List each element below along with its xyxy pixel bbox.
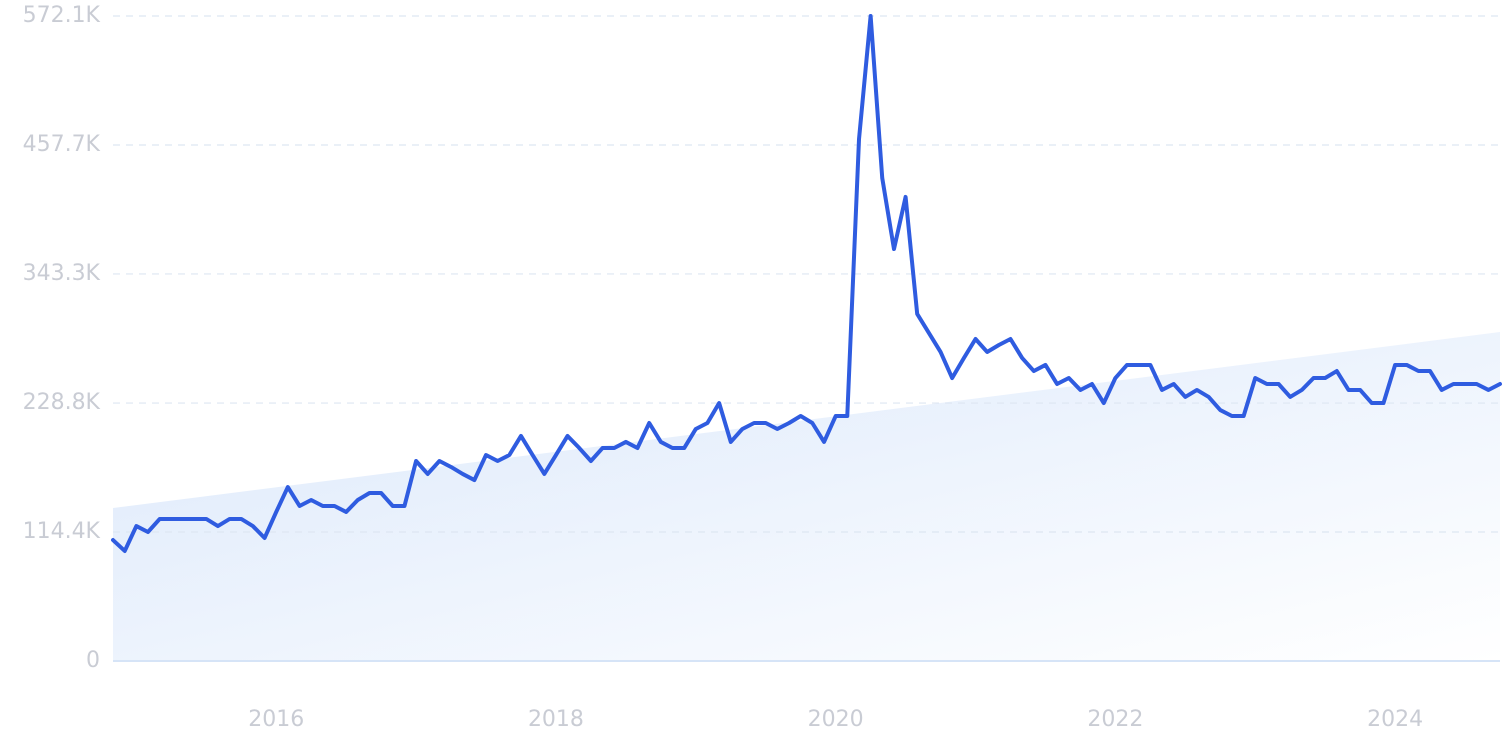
y-tick-label: 114.4K	[23, 519, 101, 544]
x-tick-label: 2020	[808, 707, 864, 732]
y-tick-label: 343.3K	[23, 261, 101, 286]
x-tick-label: 2018	[528, 707, 584, 732]
trend-area	[113, 332, 1500, 661]
x-tick-label: 2024	[1367, 707, 1423, 732]
x-tick-label: 2022	[1087, 707, 1143, 732]
y-tick-label: 0	[86, 648, 100, 673]
y-tick-label: 457.7K	[23, 132, 101, 157]
data-line	[111, 14, 1502, 553]
y-tick-label: 572.1K	[23, 3, 101, 28]
y-tick-label: 228.8K	[23, 390, 101, 415]
x-tick-label: 2016	[248, 707, 304, 732]
